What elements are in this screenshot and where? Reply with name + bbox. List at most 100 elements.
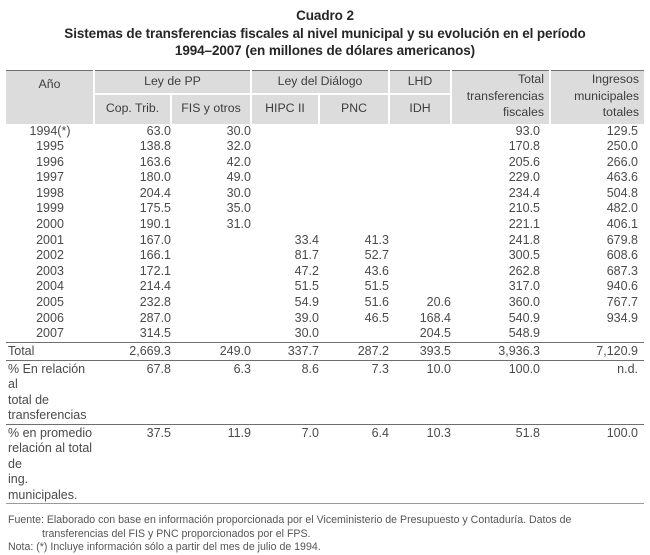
cell-pnc (319, 170, 389, 186)
cell-percent-idh: 10.3 (389, 423, 451, 504)
cell-anio: 1996 (36, 154, 64, 169)
cell-total: 210.5 (508, 201, 540, 216)
cell-fis (171, 264, 251, 280)
cell-pnc: 43.6 (364, 263, 389, 278)
cell-fis: 31.0 (226, 217, 251, 232)
cell-fis: 42.0 (226, 154, 251, 169)
cell-pnc (319, 186, 389, 202)
cell-pnc: 52.7 (364, 248, 389, 263)
table-row: 1996 163.6 42.0 205.6 266.0 (6, 155, 644, 171)
cell-cop-trib: 175.5 (139, 201, 171, 216)
note-fuente-line1: Fuente: Elaborado con base en informació… (8, 514, 572, 527)
cell-idh: 20.6 (426, 295, 451, 310)
cell-percent-ingresos: 100.0 (550, 423, 644, 504)
cell-fis: 32.0 (226, 139, 251, 154)
table-row: 2000 190.1 31.0 221.1 406.1 (6, 217, 644, 233)
cell-percent-hipc: 7.0 (251, 423, 319, 504)
note-fuente-line2: transferencias del FIS y PNC proporciona… (42, 527, 311, 540)
cell-hipc (251, 139, 319, 155)
cell-cop-trib: 190.1 (139, 217, 171, 232)
rule-segment (251, 503, 319, 505)
cell-fis (171, 279, 251, 295)
cell-hipc (251, 155, 319, 171)
cell-anio: 2003 (36, 263, 64, 278)
rule-segment (389, 503, 451, 505)
cell-percent-cop-trib: 37.5 (94, 423, 171, 504)
cell-anio: 1997 (36, 170, 64, 185)
cell-total: 229.0 (508, 170, 540, 185)
cell-total: 360.0 (508, 295, 540, 310)
cell-total: 548.9 (508, 326, 540, 341)
page-subtitle-line1: Sistemas de transferencias fiscales al n… (64, 25, 586, 41)
cell-total: 540.9 (508, 310, 540, 325)
cell-cop-trib: 172.1 (139, 263, 171, 278)
cell-hipc: 54.9 (294, 295, 319, 310)
cell-idh (389, 124, 451, 140)
cell-hipc: 47.2 (294, 263, 319, 278)
table-header: Año Ley de PP Ley del Diálogo LHD Total … (6, 69, 644, 124)
cell-percent-idh: 10.0 (426, 361, 451, 376)
cell-hipc: 51.5 (294, 279, 319, 294)
cell-pnc: 51.6 (364, 295, 389, 310)
cell-pnc (319, 326, 389, 342)
cell-total: 221.1 (508, 217, 540, 232)
cell-total-pnc: 287.2 (319, 341, 389, 361)
header-row-columns: Cop. Trib. FIS y otros HIPC II PNC IDH (6, 94, 644, 124)
cell-cop-trib: 214.4 (139, 279, 171, 294)
cell-ingresos: 463.6 (606, 170, 638, 185)
cell-total-total: 3,936.3 (451, 341, 550, 361)
cell-anio: 2005 (36, 295, 64, 310)
notes-block: Fuente: Elaborado con base en informació… (6, 514, 644, 555)
table-row: 2004 214.4 51.5 51.5 317.0 940.6 (6, 279, 644, 295)
cell-ingresos: 687.3 (606, 263, 638, 278)
cell-cop-trib: 163.6 (139, 154, 171, 169)
title-block: Cuadro 2 Sistemas de transferencias fisc… (6, 0, 644, 60)
table-row: 1995 138.8 32.0 170.8 250.0 (6, 139, 644, 155)
cell-cop-trib: 287.0 (139, 310, 171, 325)
cell-idh (389, 264, 451, 280)
cell-percent-hipc: 8.6 (301, 361, 319, 376)
cell-idh (389, 217, 451, 233)
cell-cop-trib: 204.4 (139, 185, 171, 200)
header-group-lhd: LHD (388, 69, 452, 96)
cell-pnc: 46.5 (364, 310, 389, 325)
table-percent-row: % En relación al total de transferencias… (6, 360, 644, 424)
cell-total-label: Total (6, 341, 94, 361)
cell-idh: 168.4 (419, 310, 451, 325)
table-row: 2007 314.5 30.0 204.5 548.9 (6, 326, 644, 342)
cell-fis: 49.0 (226, 170, 251, 185)
cell-ingresos: 608.6 (606, 248, 638, 263)
cell-hipc: 33.4 (294, 232, 319, 247)
header-idh: IDH (388, 94, 452, 124)
cell-idh (389, 201, 451, 217)
cell-cop-trib: 314.5 (139, 326, 171, 341)
cell-idh (389, 233, 451, 249)
cell-percent-cop-trib: 67.8 (146, 361, 171, 376)
cell-hipc (251, 201, 319, 217)
header-pnc: PNC (318, 94, 390, 124)
cell-ingresos: 482.0 (606, 201, 638, 216)
cell-total: 317.0 (508, 279, 540, 294)
table-row: 2005 232.8 54.9 51.6 20.6 360.0 767.7 (6, 295, 644, 311)
cell-cop-trib: 166.1 (139, 248, 171, 263)
cell-total: 234.4 (508, 185, 540, 200)
table-row: 2001 167.0 33.4 41.3 241.8 679.8 (6, 233, 644, 249)
cell-anio: 2001 (36, 232, 64, 247)
cell-anio: 1995 (36, 139, 64, 154)
cell-ingresos: 679.8 (606, 232, 638, 247)
table-body: 1994(*) 63.0 30.0 93.0 129.5 1995 138.8 32.0 170… (6, 124, 644, 505)
cell-hipc: 30.0 (294, 326, 319, 341)
cell-ingresos: 767.7 (606, 295, 638, 310)
cell-total: 241.8 (508, 232, 540, 247)
cell-ingresos: 129.5 (606, 123, 638, 138)
cell-ingresos: 250.0 (606, 139, 638, 154)
cell-pnc (319, 201, 389, 217)
cell-anio: 1994(*) (29, 123, 71, 138)
cell-cop-trib: 167.0 (139, 232, 171, 247)
cell-anio: 2004 (36, 279, 64, 294)
cell-total-cop-trib: 2,669.3 (94, 341, 171, 361)
cell-total-ingresos: 7,120.9 (550, 341, 644, 361)
note-asterisk: Nota: (*) Incluye información sólo a par… (8, 541, 321, 554)
page-subtitle-line2: 1994–2007 (en millones de dólares americ… (174, 43, 476, 58)
header-row-groups: Año Ley de PP Ley del Diálogo LHD Total … (6, 69, 644, 124)
